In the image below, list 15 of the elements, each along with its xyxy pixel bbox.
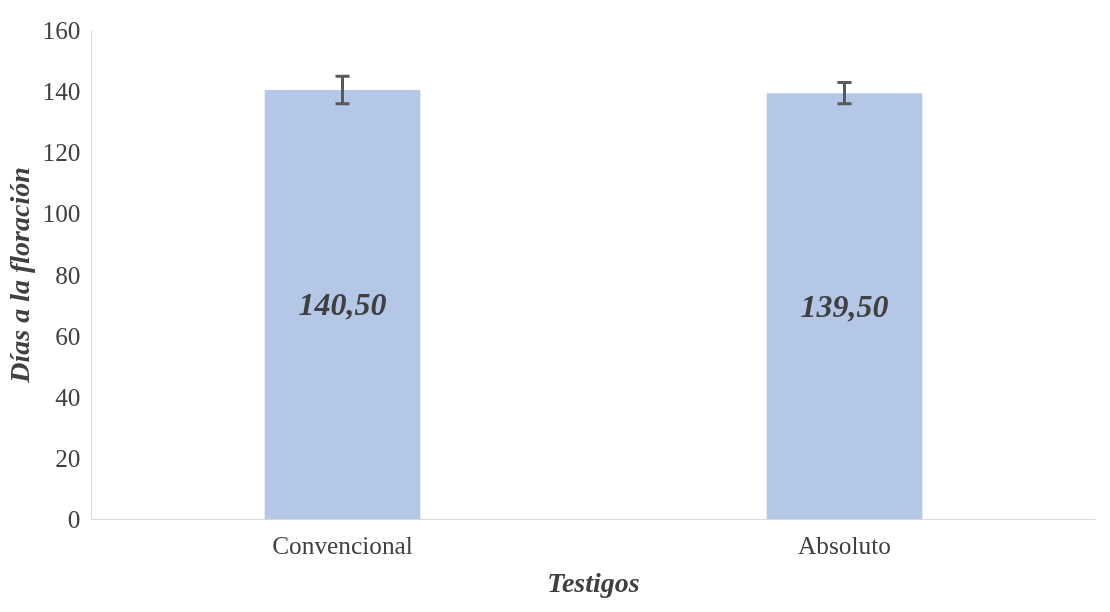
x-tick-label: Convencional [272, 530, 413, 559]
data-label: 140,50 [298, 286, 387, 323]
y-axis-title: Días a la floración [3, 167, 35, 384]
y-tick-label: 40 [55, 382, 81, 411]
data-label: 139,50 [800, 287, 889, 324]
y-tick-label: 20 [55, 443, 81, 472]
y-tick-label: 60 [55, 321, 81, 350]
y-tick-label: 120 [42, 138, 81, 167]
y-tick-label: 0 [67, 505, 81, 533]
y-tick-label: 140 [42, 77, 81, 106]
y-tick-label: 160 [42, 16, 81, 44]
x-tick-label: Absoluto [798, 530, 891, 559]
x-axis-title: Testigos [547, 566, 640, 598]
y-tick-label: 100 [42, 199, 81, 228]
y-tick-label: 80 [55, 260, 81, 289]
